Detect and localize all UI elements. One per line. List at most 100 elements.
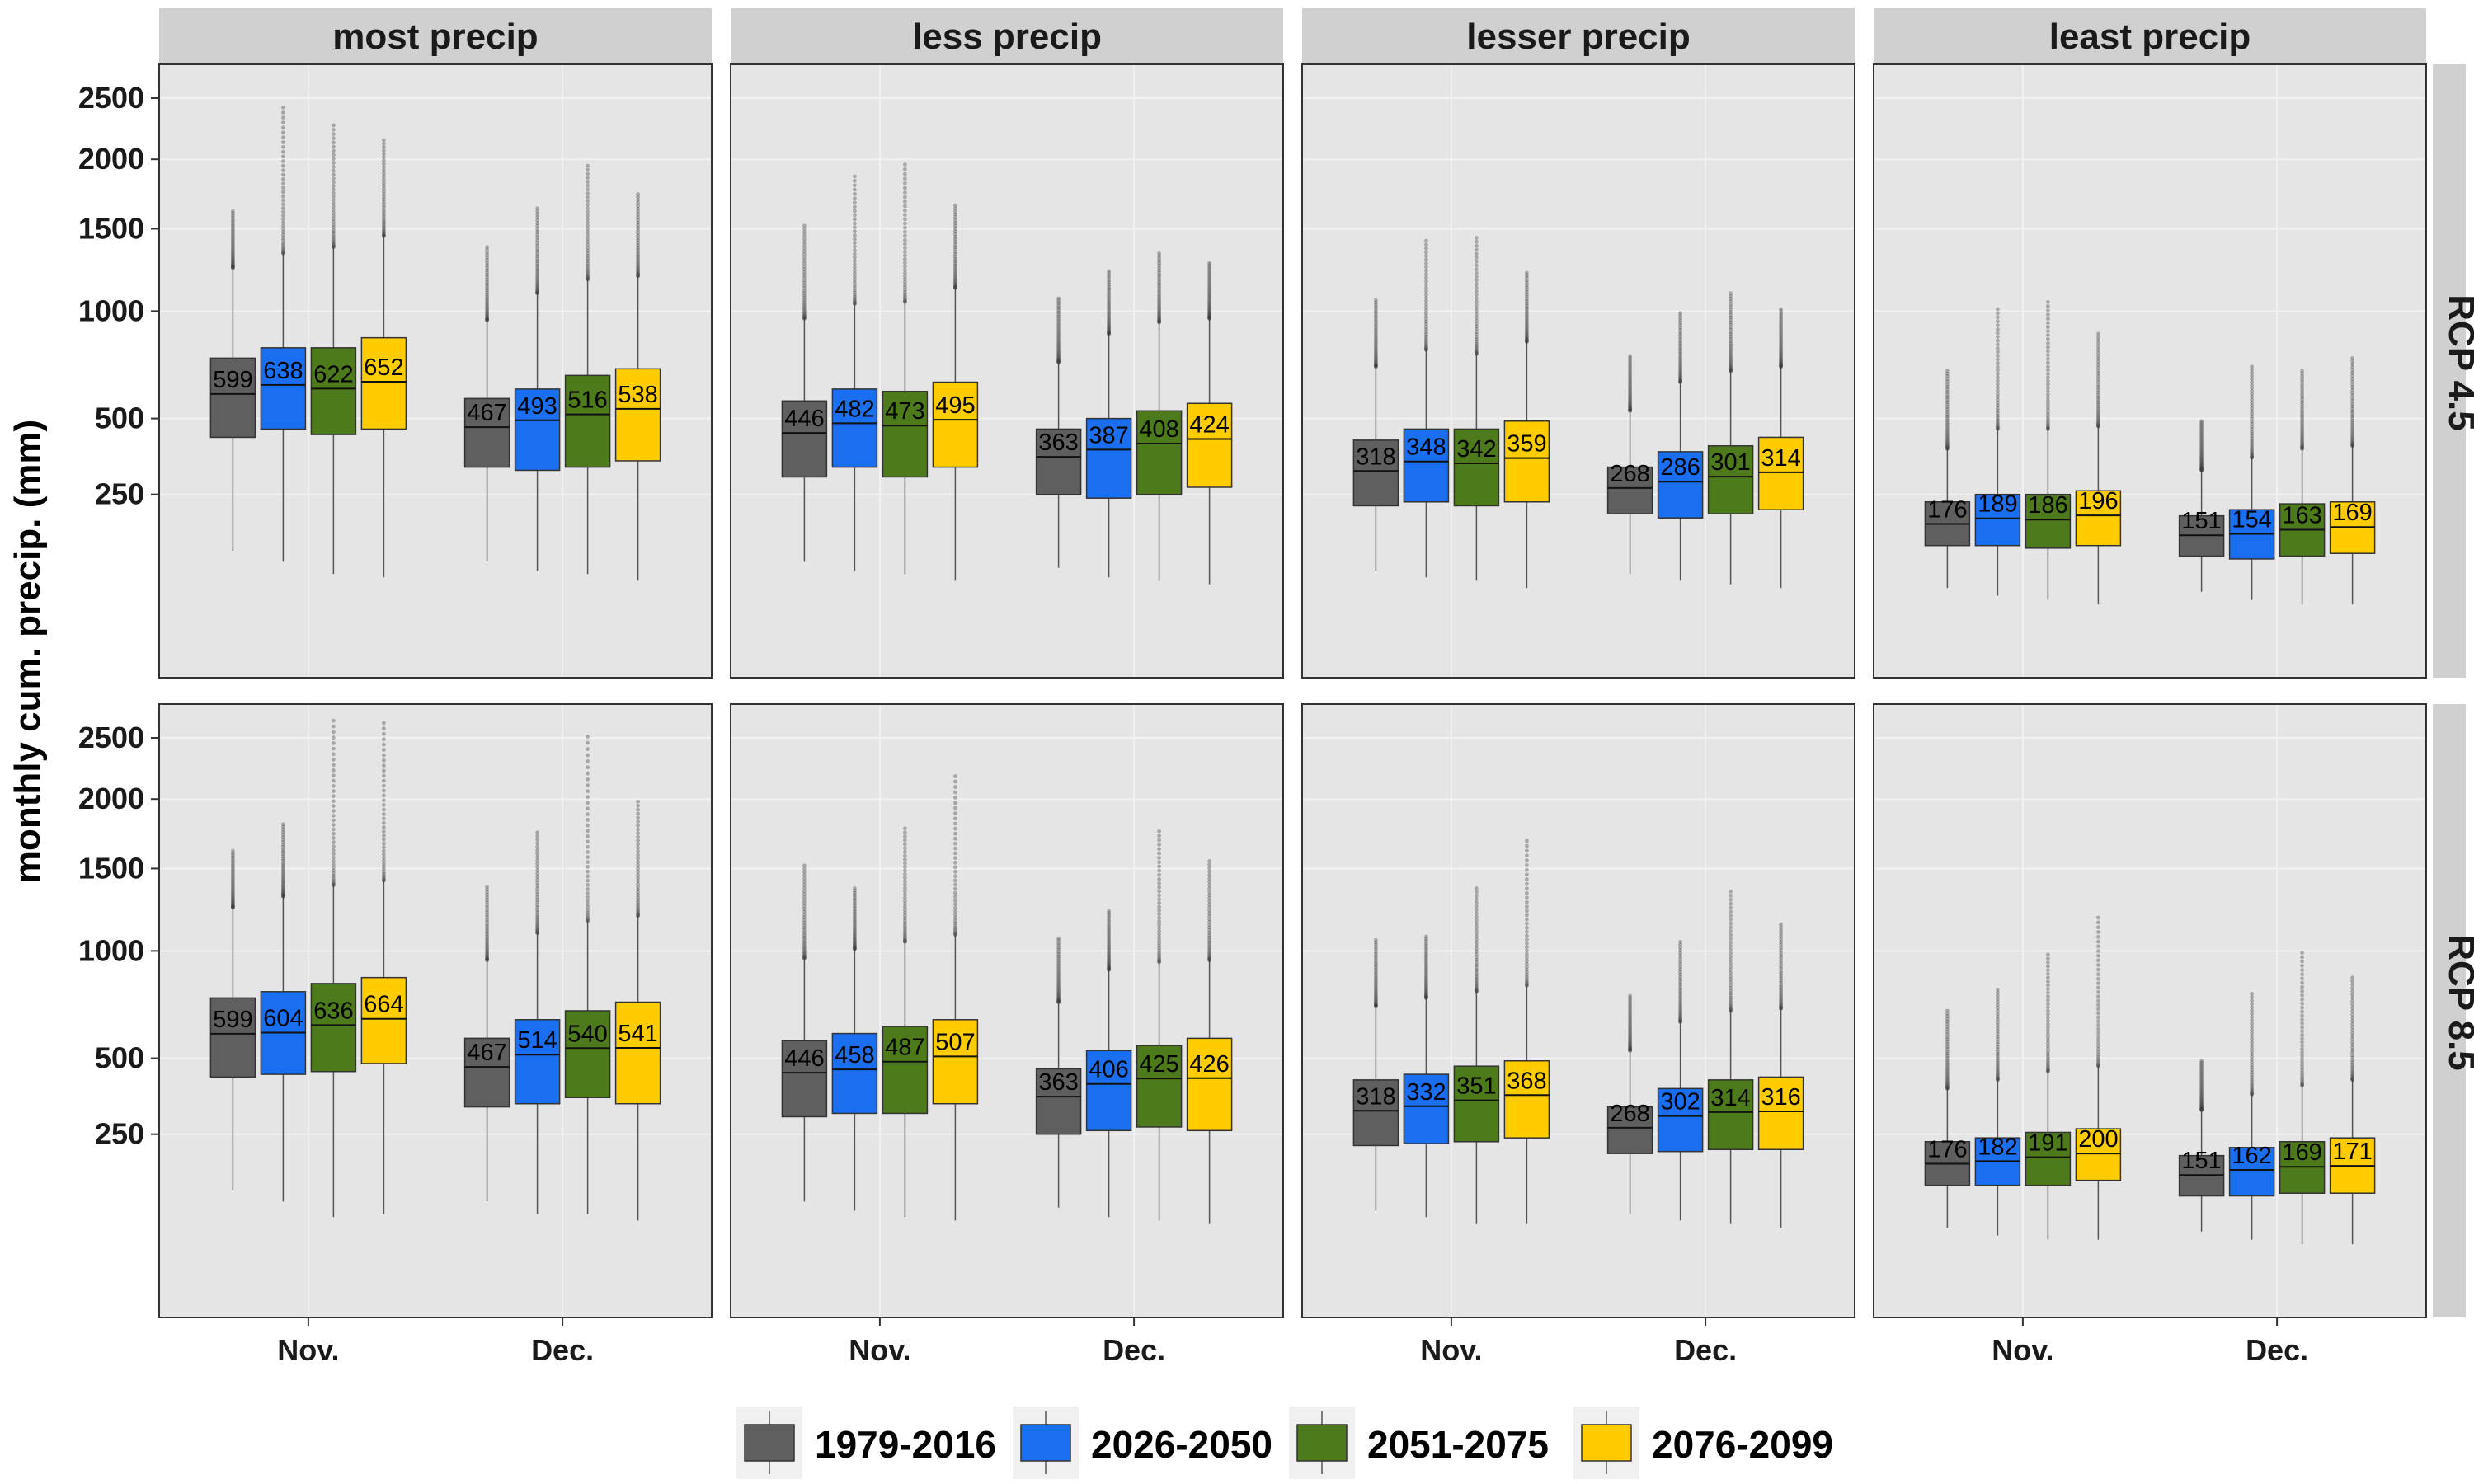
outlier-point xyxy=(2199,1099,2204,1104)
outlier-point xyxy=(382,221,386,225)
outlier-point xyxy=(1157,829,1161,834)
outlier-point xyxy=(1525,308,1529,312)
outlier-point xyxy=(281,186,285,190)
outlier-point xyxy=(953,923,957,928)
outlier-point xyxy=(1374,954,1378,959)
outlier-point xyxy=(2250,429,2255,434)
box-body xyxy=(781,1040,828,1118)
outlier-point xyxy=(636,273,640,278)
outlier-point xyxy=(1945,426,1950,431)
outlier-point xyxy=(1996,1059,2000,1063)
outlier-point xyxy=(1525,982,1529,987)
outlier-point xyxy=(332,176,336,181)
outlier-point xyxy=(2096,374,2100,378)
outlier-point xyxy=(1374,350,1378,355)
box: 638 xyxy=(260,105,307,562)
box: 359 xyxy=(1503,270,1550,589)
outlier-point xyxy=(1424,967,1428,972)
outlier-point xyxy=(586,248,590,253)
outlier-point xyxy=(2046,407,2050,412)
outlier-point xyxy=(903,299,907,304)
outlier-point xyxy=(586,878,590,883)
outlier-point xyxy=(1945,1072,1950,1077)
outlier-point xyxy=(636,271,640,276)
outlier-point xyxy=(1996,408,2000,413)
outlier-point xyxy=(1424,250,1428,255)
box: 342 xyxy=(1453,236,1500,581)
median-label: 176 xyxy=(1927,496,1967,523)
outlier-point xyxy=(1424,325,1428,329)
outlier-point xyxy=(1628,403,1632,408)
outlier-point xyxy=(1525,273,1529,278)
outlier-point xyxy=(1996,1075,2000,1079)
outlier-point xyxy=(1475,976,1479,981)
outlier-point xyxy=(332,180,336,185)
outlier-point xyxy=(1157,881,1161,885)
outlier-point xyxy=(1996,388,2000,393)
outlier-point xyxy=(853,187,857,192)
outlier-point xyxy=(2300,1047,2305,1051)
outlier-point xyxy=(281,822,285,827)
outlier-point xyxy=(1424,265,1428,270)
outlier-point xyxy=(1475,924,1479,929)
outlier-point xyxy=(953,215,957,219)
outlier-point xyxy=(1475,952,1479,956)
outlier-point xyxy=(2199,460,2204,465)
median-label: 406 xyxy=(1089,1057,1128,1083)
outlier-point xyxy=(1207,911,1211,916)
outlier-point xyxy=(586,913,590,918)
outlier-point xyxy=(382,726,386,730)
outlier-point xyxy=(586,202,590,207)
outlier-point xyxy=(2250,1060,2255,1064)
outlier-point xyxy=(2046,312,2050,317)
outlier-point xyxy=(231,259,235,264)
outlier-point xyxy=(1525,858,1529,862)
outlier-point xyxy=(1945,405,1950,409)
outlier-point xyxy=(1374,975,1378,980)
outlier-point xyxy=(1056,977,1061,982)
outlier-point xyxy=(1374,323,1378,328)
box: 538 xyxy=(614,192,661,581)
outlier-point xyxy=(1424,343,1428,348)
outlier-point xyxy=(1424,302,1428,307)
outlier-point xyxy=(2199,1065,2204,1070)
outlier-point xyxy=(2046,1019,2050,1023)
outlier-point xyxy=(2250,1015,2255,1020)
outlier-point xyxy=(1056,987,1061,992)
outlier-point xyxy=(1779,332,1784,337)
outlier-point xyxy=(2350,1076,2355,1080)
outlier-point xyxy=(802,270,807,275)
outlier-point xyxy=(1424,317,1428,322)
outlier-point xyxy=(1056,983,1061,987)
outlier-point xyxy=(382,825,386,829)
outlier-point xyxy=(1678,339,1682,344)
outlier-point xyxy=(586,874,590,879)
outlier-point xyxy=(1374,361,1378,365)
outlier-point xyxy=(802,883,807,887)
box-body xyxy=(310,983,357,1073)
outlier-point xyxy=(1729,339,1733,344)
outlier-point xyxy=(2250,431,2255,436)
outlier-point xyxy=(485,917,489,922)
outlier-point xyxy=(332,153,336,157)
outlier-point xyxy=(2350,385,2355,390)
outlier-point xyxy=(485,265,489,270)
outlier-point xyxy=(1628,378,1632,383)
outlier-point xyxy=(802,953,807,958)
outlier-point xyxy=(2300,980,2305,985)
outlier-point xyxy=(485,957,489,962)
outlier-point xyxy=(2199,422,2204,427)
outlier-point xyxy=(2250,1025,2255,1029)
outlier-point xyxy=(1157,312,1161,317)
outlier-point xyxy=(586,918,590,923)
outlier-point xyxy=(2046,423,2050,428)
outlier-point xyxy=(1678,330,1682,335)
outlier-point xyxy=(903,935,907,940)
outlier-point xyxy=(2096,392,2100,397)
median-label: 487 xyxy=(885,1035,924,1061)
outlier-point xyxy=(1525,895,1529,900)
outlier-point xyxy=(1525,340,1529,344)
outlier-point xyxy=(1107,967,1111,972)
outlier-point xyxy=(281,135,285,140)
outlier-point xyxy=(332,201,336,206)
